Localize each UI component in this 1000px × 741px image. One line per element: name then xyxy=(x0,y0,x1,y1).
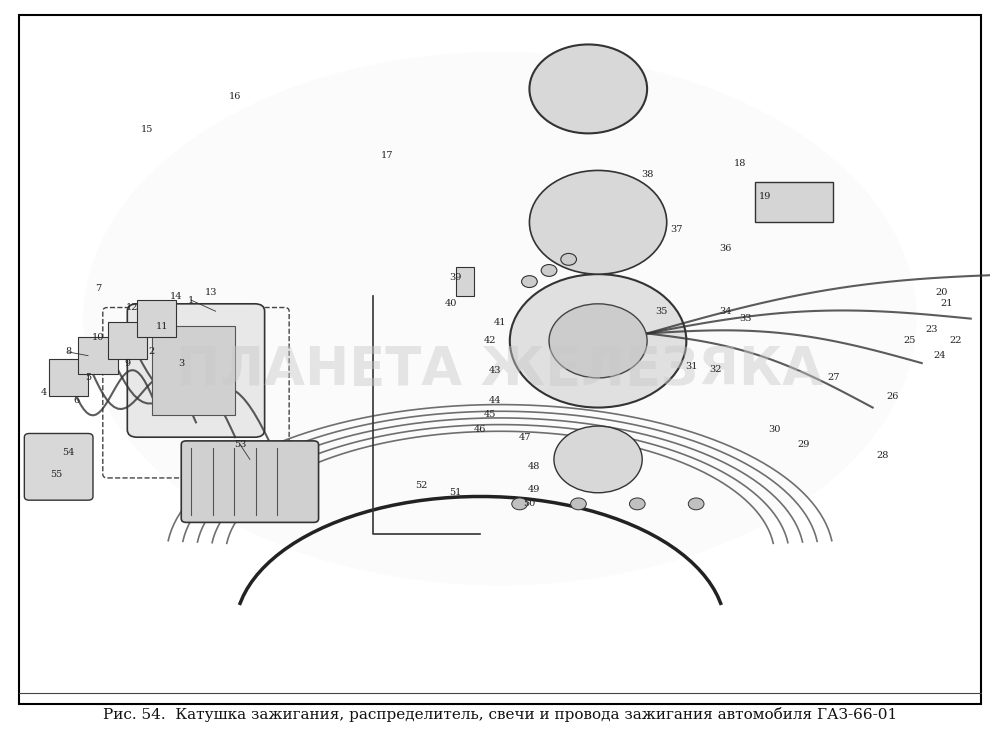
Text: 51: 51 xyxy=(450,488,462,497)
Text: 35: 35 xyxy=(656,307,668,316)
Text: 29: 29 xyxy=(798,440,810,449)
Text: 52: 52 xyxy=(415,481,428,490)
Text: 7: 7 xyxy=(95,285,101,293)
Circle shape xyxy=(688,498,704,510)
Circle shape xyxy=(529,170,667,274)
Text: 6: 6 xyxy=(73,396,79,405)
Text: 4: 4 xyxy=(41,388,47,397)
Circle shape xyxy=(561,253,576,265)
Text: 13: 13 xyxy=(204,288,217,297)
Text: 37: 37 xyxy=(670,225,683,234)
Text: 41: 41 xyxy=(494,318,506,327)
Bar xyxy=(108,322,147,359)
Text: 10: 10 xyxy=(92,333,104,342)
Text: ПЛАНЕТА ЖЕЛЕЗЯКА: ПЛАНЕТА ЖЕЛЕЗЯКА xyxy=(176,345,824,396)
Circle shape xyxy=(541,265,557,276)
Text: 24: 24 xyxy=(933,351,946,360)
Circle shape xyxy=(629,498,645,510)
Text: 34: 34 xyxy=(719,307,732,316)
Text: 18: 18 xyxy=(734,159,746,167)
Circle shape xyxy=(522,276,537,288)
Bar xyxy=(456,267,474,296)
Bar xyxy=(137,300,176,337)
Circle shape xyxy=(554,426,642,493)
Text: 46: 46 xyxy=(474,425,487,434)
Ellipse shape xyxy=(83,52,917,585)
Text: 26: 26 xyxy=(886,392,898,401)
Text: 53: 53 xyxy=(234,440,246,449)
Text: 50: 50 xyxy=(523,499,536,508)
Text: 25: 25 xyxy=(904,336,916,345)
Text: 5: 5 xyxy=(85,373,91,382)
Text: 19: 19 xyxy=(759,192,771,201)
Text: 27: 27 xyxy=(827,373,840,382)
Bar xyxy=(49,359,88,396)
Text: 15: 15 xyxy=(141,125,153,134)
Text: 36: 36 xyxy=(719,244,732,253)
Circle shape xyxy=(571,498,586,510)
Text: 3: 3 xyxy=(178,359,184,368)
Text: 20: 20 xyxy=(935,288,948,297)
Text: 39: 39 xyxy=(450,273,462,282)
Circle shape xyxy=(529,44,647,133)
Text: 9: 9 xyxy=(124,359,130,368)
Text: 12: 12 xyxy=(126,303,138,312)
Text: 42: 42 xyxy=(484,336,496,345)
Bar xyxy=(78,337,118,374)
Bar xyxy=(152,326,235,415)
Text: 1: 1 xyxy=(188,296,194,305)
Text: 45: 45 xyxy=(484,411,496,419)
Circle shape xyxy=(510,274,686,408)
Text: 8: 8 xyxy=(65,348,72,356)
Text: 14: 14 xyxy=(170,292,183,301)
Text: 16: 16 xyxy=(229,92,241,101)
Text: 2: 2 xyxy=(149,348,155,356)
Text: 44: 44 xyxy=(489,396,501,405)
Text: 31: 31 xyxy=(685,362,697,371)
Text: 11: 11 xyxy=(155,322,168,330)
Text: 33: 33 xyxy=(739,314,751,323)
Text: 43: 43 xyxy=(489,366,501,375)
Circle shape xyxy=(512,498,527,510)
Text: 17: 17 xyxy=(381,151,393,160)
Text: 30: 30 xyxy=(768,425,781,434)
Text: 28: 28 xyxy=(876,451,889,460)
Text: Рис. 54.  Катушка зажигания, распределитель, свечи и провода зажигания автомобил: Рис. 54. Катушка зажигания, распределите… xyxy=(103,708,897,722)
Text: 38: 38 xyxy=(641,170,653,179)
Bar xyxy=(755,182,833,222)
Text: 48: 48 xyxy=(528,462,541,471)
Text: 54: 54 xyxy=(62,448,75,456)
Text: 49: 49 xyxy=(528,485,541,494)
FancyBboxPatch shape xyxy=(127,304,265,437)
Text: 32: 32 xyxy=(710,365,722,373)
FancyBboxPatch shape xyxy=(181,441,319,522)
Text: 47: 47 xyxy=(518,433,531,442)
Circle shape xyxy=(549,304,647,378)
Text: 23: 23 xyxy=(925,325,938,334)
Text: 21: 21 xyxy=(940,299,952,308)
Text: 40: 40 xyxy=(445,299,457,308)
Text: 55: 55 xyxy=(51,470,63,479)
FancyBboxPatch shape xyxy=(24,433,93,500)
Text: 22: 22 xyxy=(950,336,962,345)
